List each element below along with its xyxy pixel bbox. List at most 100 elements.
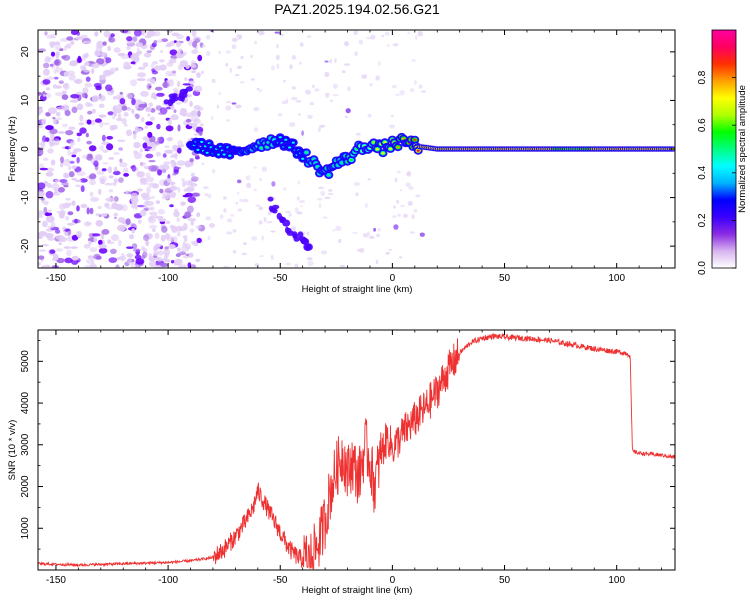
spectrogram-cell: [394, 93, 400, 96]
spectrogram-cell: [141, 245, 146, 252]
spectrogram-cell: [91, 95, 99, 103]
spectrogram-cell: [125, 92, 133, 99]
spectrogram-cell: [87, 110, 93, 115]
spectrogram-cell: [241, 252, 248, 256]
spectrogram-cell: [94, 50, 101, 57]
spectrogram-cell: [44, 57, 52, 63]
spectrogram-cell: [46, 167, 55, 173]
spectrogram-cell: [402, 213, 408, 218]
spectrogram-cell: [59, 203, 66, 210]
spectrogram-cell: [75, 184, 82, 188]
spectrogram-cell: [324, 60, 329, 63]
spectrogram-cell: [151, 70, 158, 75]
spectrogram-cell: [322, 216, 328, 219]
spectrogram-cell: [223, 208, 227, 213]
spectrogram-cell: [51, 183, 60, 191]
spectrogram-cell: [211, 168, 216, 174]
spectrogram-cell: [226, 100, 231, 104]
spectrogram-cell: [189, 228, 195, 233]
spectrogram-cell: [170, 191, 176, 199]
spectrogram-ridge-cell: [372, 141, 376, 144]
spectrogram-cell: [393, 224, 399, 230]
spectrogram-cell: [120, 53, 130, 60]
spectrogram-cell: [45, 215, 55, 223]
spectrogram-cell: [107, 241, 115, 244]
spectrogram-cell: [149, 260, 157, 267]
spectrogram-cell: [157, 250, 164, 256]
spectrogram-ridge-cell: [375, 148, 379, 151]
spectrogram-cell: [112, 170, 121, 176]
spectrogram-cell: [53, 58, 62, 67]
spectrogram-ridge-cell: [200, 140, 204, 143]
snr-ytick-label: 2000: [20, 475, 31, 498]
spectrogram-cell: [131, 108, 135, 114]
spectrogram-cell: [80, 185, 85, 193]
spectrogram-cell: [143, 234, 149, 241]
snr-xlabel: Height of straight line (km): [302, 585, 413, 596]
spectrogram-cell: [159, 220, 166, 225]
spectrogram-cell: [146, 50, 153, 53]
spectrogram-cell: [206, 50, 211, 57]
spectrogram-cell: [86, 119, 92, 125]
spectrogram-cell: [135, 264, 140, 268]
spectrogram-cell: [63, 174, 70, 179]
snr-axes-ticks: -150 -100 -50 0 50 100 1000 2000 3000 4000 5000: [20, 330, 675, 586]
spectrogram-cell: [84, 62, 90, 66]
spectrogram-cell: [284, 210, 291, 214]
spectrogram-cell: [202, 186, 209, 189]
spectrogram-cell: [175, 253, 181, 258]
spectrogram-cell: [138, 103, 148, 108]
spectrogram-cell: [76, 230, 82, 238]
spectrogram-cell: [131, 164, 137, 172]
spectrogram-cell: [45, 171, 54, 177]
spectrogram-cell: [166, 235, 174, 242]
spectrogram-cell: [167, 244, 176, 250]
spectrogram-ridge-cell: [383, 141, 387, 144]
spectrogram-cell: [399, 256, 403, 259]
spectrogram-cell: [258, 89, 262, 93]
spectrogram-cell: [275, 54, 280, 61]
spectrogram-cell: [168, 73, 177, 77]
spectrogram-cell: [207, 235, 211, 241]
spectrogram-cell: [43, 206, 48, 214]
spectrogram-ridge-cell: [205, 151, 209, 154]
spectrogram-cell: [38, 210, 44, 216]
spectrogram-cell: [388, 248, 392, 251]
spectrogram-cell: [58, 242, 62, 246]
spectrogram-cell: [150, 63, 155, 69]
spectrogram-cell: [407, 31, 411, 35]
figure-title: PAZ1.2025.194.02.56.G21: [274, 1, 440, 17]
spectrogram-cell: [64, 257, 73, 264]
colorbar-tick-label: 0.6: [697, 118, 708, 132]
spectrogram-cell: [169, 49, 178, 56]
spectrogram-cell: [62, 83, 68, 89]
spectrogram-cell: [289, 64, 293, 70]
spectrogram-cell: [177, 186, 181, 193]
spectrogram-cell: [55, 235, 65, 240]
spectrogram-cell: [71, 106, 78, 114]
spectrogram-cell: [156, 257, 164, 262]
spectrogram-cell: [38, 124, 44, 129]
spectrogram-cell: [113, 47, 121, 53]
spectrogram-cell: [231, 37, 238, 43]
spectrogram-cell: [99, 120, 104, 128]
spectrogram-cell: [295, 100, 302, 103]
spectrogram-cell: [54, 45, 62, 51]
spectrogram-cell: [47, 225, 55, 229]
spectrogram-cell: [74, 218, 78, 224]
spectrogram-cell: [258, 30, 265, 36]
spectrogram-cell: [136, 171, 141, 175]
spectrogram-cell: [190, 172, 195, 177]
spectrogram-cell: [100, 232, 105, 240]
spectrogram-cell: [52, 116, 56, 120]
spectrogram-cell: [74, 78, 83, 85]
spectrogram-cell: [123, 123, 128, 127]
spectrogram-cell: [85, 259, 94, 264]
spectrogram-cell: [173, 109, 177, 113]
spectrogram-cell: [355, 132, 361, 136]
spectrogram-cell: [101, 122, 111, 126]
spectrogram-cell: [199, 123, 204, 127]
spectrogram-cell: [93, 237, 98, 243]
colorbar-frame: [711, 29, 737, 269]
spectrogram-cell: [83, 243, 91, 249]
